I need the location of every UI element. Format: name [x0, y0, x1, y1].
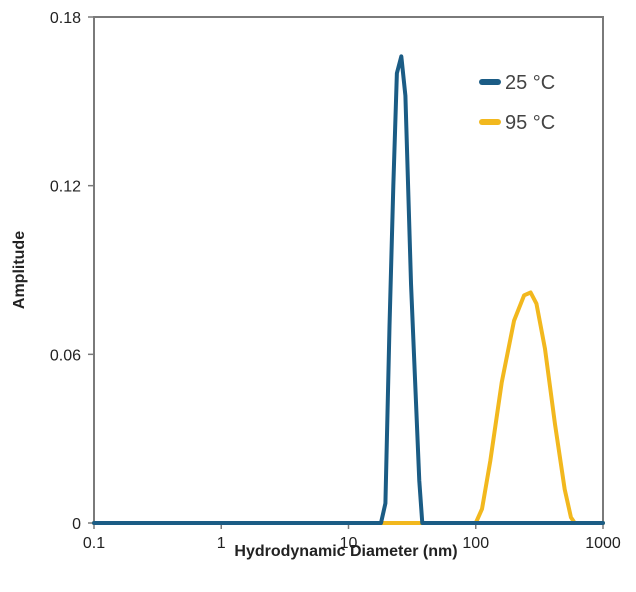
- x-axis-ticks: 0.1 1 10 100 1000: [83, 523, 621, 552]
- series-lines: [92, 54, 605, 525]
- legend: 25 °C 95 °C: [479, 72, 555, 134]
- x-axis-title: Hydrodynamic Diameter (nm): [234, 543, 457, 560]
- y-tick-label: 0.12: [50, 179, 81, 196]
- x-tick-label: 1: [217, 535, 226, 552]
- series-line-1: [92, 54, 605, 525]
- series-line-2: [92, 290, 605, 525]
- x-tick-label: 0.1: [83, 535, 105, 552]
- y-axis-title: Amplitude: [11, 231, 28, 309]
- y-tick-label: 0: [72, 516, 81, 533]
- legend-label: 95 °C: [505, 112, 555, 134]
- y-tick-label: 0.18: [50, 10, 81, 27]
- x-tick-label: 100: [462, 535, 489, 552]
- x-tick-label: 10: [340, 535, 358, 552]
- y-axis-ticks: 0 0.06 0.12 0.18: [50, 10, 94, 533]
- legend-label: 25 °C: [505, 72, 555, 94]
- x-tick-label: 1000: [585, 535, 621, 552]
- y-tick-label: 0.06: [50, 347, 81, 364]
